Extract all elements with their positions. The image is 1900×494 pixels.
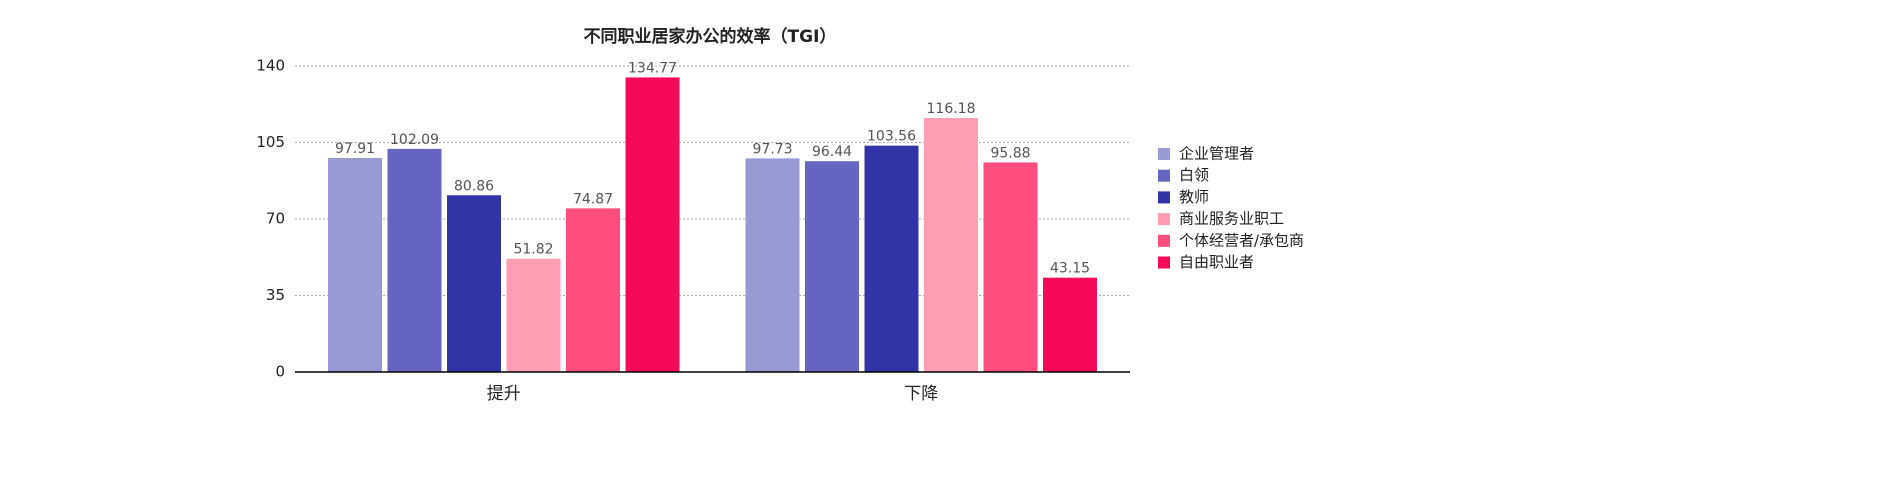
value-label: 51.82	[513, 242, 553, 258]
legend-label: 企业管理者	[1179, 145, 1254, 163]
legend-label: 商业服务业职工	[1179, 210, 1284, 228]
value-label: 103.56	[867, 129, 916, 145]
legend-swatch	[1158, 256, 1170, 269]
bar	[566, 208, 620, 372]
value-label: 134.77	[628, 60, 677, 76]
bar	[447, 195, 501, 372]
bar	[387, 148, 442, 372]
x-tick-label: 下降	[904, 384, 938, 404]
legend-swatch	[1158, 213, 1170, 226]
legend-swatch	[1158, 191, 1170, 204]
bar	[328, 157, 382, 372]
bar	[805, 161, 859, 372]
value-label: 43.15	[1050, 261, 1090, 277]
bar	[1043, 277, 1097, 372]
value-label: 97.91	[335, 141, 375, 157]
value-label: 80.86	[454, 178, 494, 194]
value-label: 116.18	[927, 101, 976, 117]
x-tick-label: 提升	[487, 384, 521, 404]
legend-swatch	[1158, 148, 1170, 160]
y-tick-label: 70	[266, 210, 285, 228]
y-tick-label: 105	[256, 133, 285, 151]
legend-label: 个体经营者/承包商	[1179, 231, 1304, 249]
bar	[983, 162, 1038, 372]
value-label: 97.73	[752, 141, 792, 157]
value-label: 74.87	[573, 191, 613, 207]
y-tick-label: 140	[256, 57, 285, 75]
value-label: 95.88	[990, 145, 1030, 161]
legend-swatch	[1158, 234, 1170, 247]
legend-swatch	[1158, 169, 1170, 182]
legend-label: 自由职业者	[1179, 253, 1254, 271]
value-label: 102.09	[390, 132, 439, 148]
bar	[625, 77, 680, 373]
y-tick-label: 35	[266, 286, 285, 304]
value-label: 96.44	[812, 144, 852, 160]
chart-title: 不同职业居家办公的效率（TGI）	[584, 26, 837, 47]
y-tick-label: 0	[275, 363, 285, 381]
bar	[745, 158, 800, 372]
bar	[506, 258, 561, 372]
bar	[924, 118, 978, 372]
legend-label: 白领	[1179, 166, 1209, 184]
bar	[864, 145, 919, 372]
legend-label: 教师	[1179, 188, 1209, 206]
